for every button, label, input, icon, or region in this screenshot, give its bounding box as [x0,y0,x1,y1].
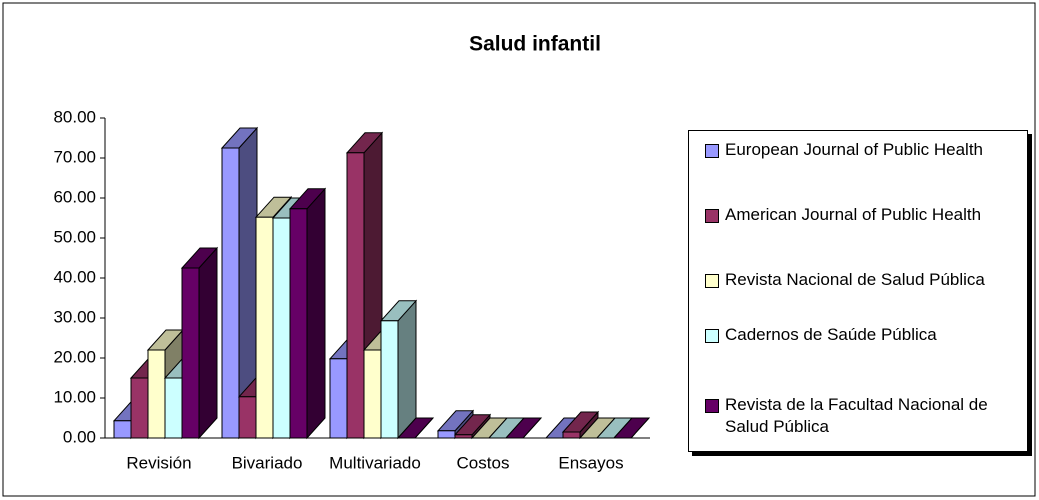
bar [504,417,543,439]
y-tick-label: 60.00 [53,187,96,206]
legend-entry: American Journal of Public Health [705,204,1021,269]
legend-label: Revista Nacional de Salud Pública [725,270,985,289]
x-tick-label: Ensayos [558,453,623,472]
bar-front [181,267,200,439]
y-tick-label: 40.00 [53,267,96,286]
legend-entry: Revista de la Facultad Nacional de Salud… [705,394,1021,454]
legend: European Journal of Public Health America… [688,130,1028,452]
bar-front [363,349,382,439]
bar-front [164,377,183,439]
legend-label: European Journal of Public Health [725,140,983,159]
bar-front [329,358,348,439]
y-tick-label: 30.00 [53,307,96,326]
legend-label: American Journal of Public Health [725,205,982,224]
legend-swatch [705,274,719,288]
y-tick-label: 10.00 [53,387,96,406]
bar-front [437,430,456,439]
x-tick-label: Costos [457,453,510,472]
legend-entry: European Journal of Public Health [705,139,1021,204]
chart-title: Salud infantil [469,33,601,56]
bar-top [612,417,651,439]
legend-entry: Revista Nacional de Salud Pública [705,269,1021,324]
bar-front [380,320,399,439]
bar-side [397,299,417,440]
legend-swatch [705,329,719,343]
bar-front [454,434,473,439]
legend-entry: Cadernos de Saúde Pública [705,324,1021,394]
x-tick-label: Multivariado [329,453,421,472]
bar-top [396,417,435,439]
bar-front [272,217,291,439]
bar-front [238,396,257,439]
legend-swatch [705,144,719,158]
legend-swatch [705,399,719,413]
bar-front [113,420,132,439]
bar-front [130,377,149,439]
bar-front [562,431,581,439]
x-tick-label: Bivariado [232,453,303,472]
bar-front [255,216,274,439]
bar [561,410,600,440]
bar [379,299,418,440]
y-tick-label: 70.00 [53,147,96,166]
bar-front [221,147,240,439]
bar-top [504,417,543,439]
bar [396,417,435,439]
y-tick-label: 80.00 [53,107,96,126]
bar-side [306,187,326,440]
legend-label: Revista de la Facultad Nacional de Salud… [725,395,988,436]
legend-swatch [705,209,719,223]
bar [180,246,219,440]
bar-front [147,349,166,439]
bar-side [198,246,218,440]
bar [612,417,651,439]
y-tick-label: 0.00 [63,427,96,446]
legend-label: Cadernos de Saúde Pública [725,325,937,344]
y-tick-label: 50.00 [53,227,96,246]
bar [288,187,327,440]
y-tick-label: 20.00 [53,347,96,366]
x-tick-label: Revisión [126,453,191,472]
bar [220,126,259,440]
bar-front [289,208,308,439]
bar-front [346,152,365,439]
bar [453,413,492,440]
